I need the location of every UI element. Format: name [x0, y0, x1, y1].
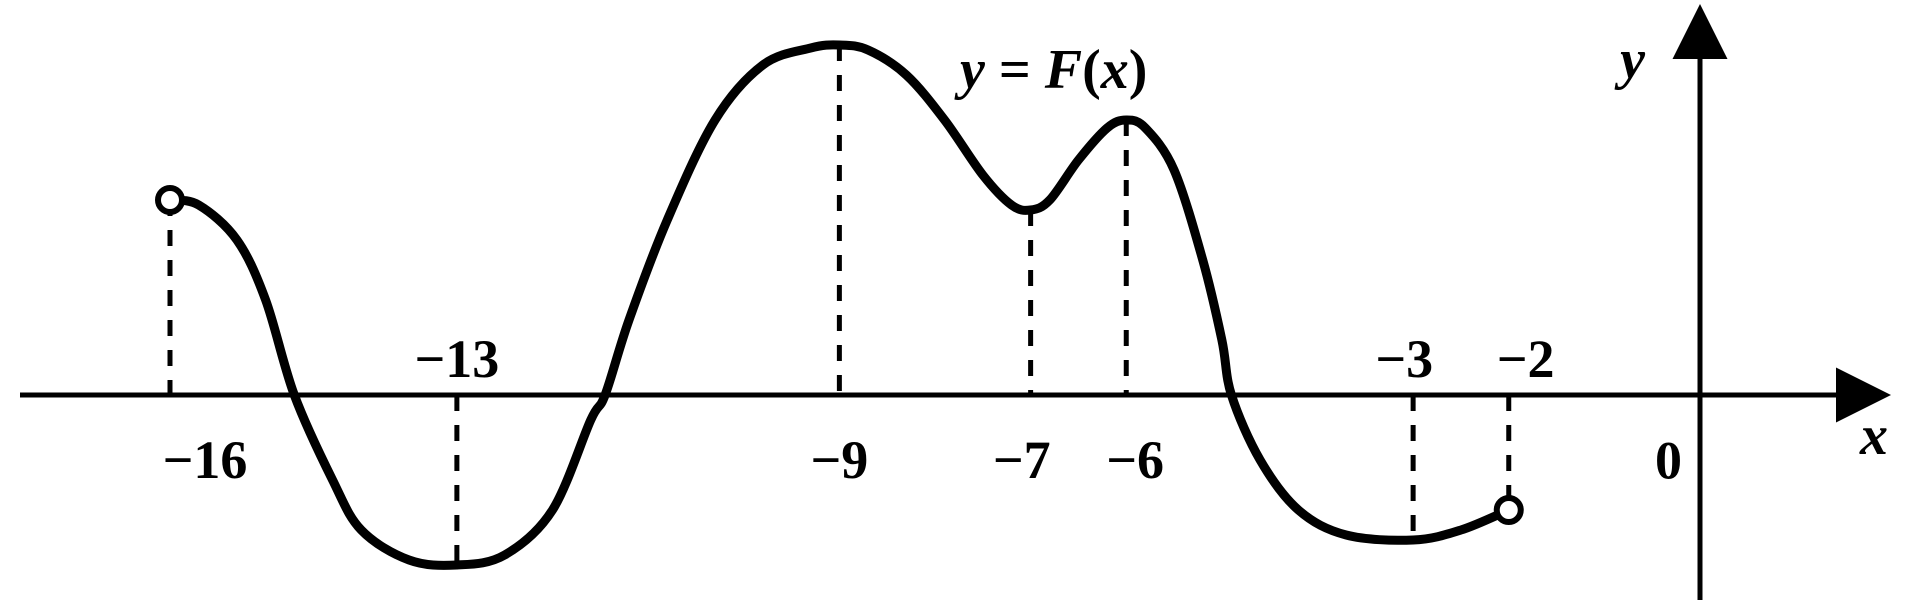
- x-tick-label: −7: [993, 430, 1051, 490]
- function-label: y = F(x): [954, 39, 1147, 101]
- x-axis-label: x: [1859, 405, 1888, 467]
- chart-background: [0, 0, 1905, 609]
- x-tick-label: −13: [414, 329, 499, 389]
- x-tick-label: −16: [163, 430, 248, 490]
- x-tick-label: −3: [1375, 329, 1433, 389]
- function-graph: −16−13−9−7−6−3−20xyy = F(x): [0, 0, 1905, 609]
- origin-label: 0: [1655, 430, 1682, 490]
- x-tick-label: −2: [1497, 329, 1555, 389]
- open-endpoint: [158, 188, 182, 212]
- x-tick-label: −6: [1106, 430, 1164, 490]
- x-tick-label: −9: [810, 430, 868, 490]
- open-endpoint: [1497, 498, 1521, 522]
